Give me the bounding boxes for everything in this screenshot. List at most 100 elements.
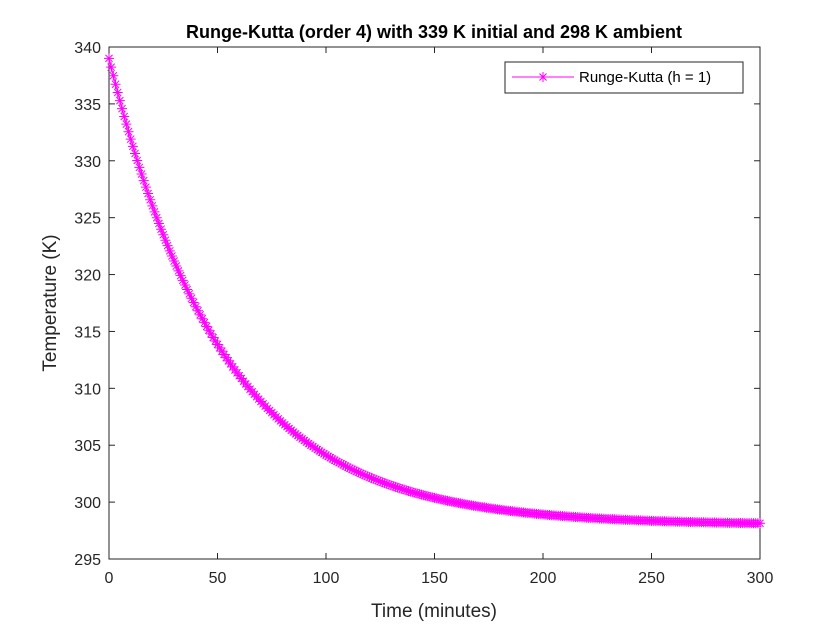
data-point-marker <box>412 488 423 499</box>
data-point-marker <box>169 256 180 267</box>
data-point-marker <box>420 490 431 501</box>
data-point-marker <box>108 70 119 81</box>
data-point-marker <box>347 464 358 475</box>
data-point-marker <box>221 352 232 363</box>
data-point-marker <box>409 487 420 498</box>
data-point-marker <box>227 361 238 372</box>
data-point-marker <box>366 473 377 484</box>
data-point-marker <box>138 175 149 186</box>
data-point-marker <box>401 485 412 496</box>
data-point-marker <box>392 482 403 493</box>
data-point-marker <box>123 126 134 137</box>
data-point-marker <box>405 486 416 497</box>
data-point-marker <box>205 328 216 339</box>
data-point-marker <box>327 453 338 464</box>
data-point-marker <box>121 119 132 130</box>
data-point-marker <box>351 466 362 477</box>
axes-box <box>108 46 761 560</box>
data-point-marker <box>342 462 353 473</box>
data-point-marker <box>368 473 379 484</box>
y-tick-label: 300 <box>74 495 101 512</box>
x-tick-label: 50 <box>209 570 227 587</box>
data-point-marker <box>147 200 158 211</box>
data-point-marker <box>310 443 321 454</box>
data-point-marker <box>134 162 145 173</box>
data-point-marker <box>427 492 438 503</box>
data-point-marker <box>208 332 219 343</box>
data-point-marker <box>162 240 173 251</box>
x-tick-label: 300 <box>747 570 774 587</box>
data-point-marker <box>329 455 340 466</box>
data-point-marker <box>104 53 114 64</box>
data-point-marker <box>110 79 121 90</box>
data-point-marker <box>396 483 407 494</box>
data-point-marker <box>192 305 203 316</box>
data-point-marker <box>214 342 225 353</box>
x-tick-label: 0 <box>105 570 114 587</box>
y-tick-label: 295 <box>74 552 101 569</box>
data-point-marker <box>388 481 399 492</box>
data-point-marker <box>182 284 193 295</box>
data-point-marker <box>197 313 208 324</box>
y-axis-label: Temperature (K) <box>40 234 61 371</box>
data-point-marker <box>321 450 331 461</box>
data-point-marker <box>112 87 123 98</box>
legend: Runge-Kutta (h = 1) <box>504 61 744 94</box>
data-point-marker <box>373 475 384 486</box>
data-point-marker <box>325 452 336 463</box>
data-point-marker <box>223 355 234 366</box>
data-point-marker <box>314 446 325 457</box>
data-point-marker <box>117 103 128 114</box>
data-point-marker <box>383 479 394 490</box>
y-tick-label: 330 <box>74 154 101 171</box>
data-point-marker <box>219 349 230 360</box>
data-point-marker <box>136 169 147 180</box>
data-point-marker <box>375 476 386 487</box>
legend-marker <box>538 72 548 82</box>
data-point-marker <box>127 141 138 152</box>
x-ticks: 0 50 100 150 200 250 300 <box>105 47 774 587</box>
data-point-marker <box>357 469 368 480</box>
data-point-marker <box>318 448 329 459</box>
data-point-marker <box>156 224 167 235</box>
data-point-marker <box>153 218 164 229</box>
data-point-marker <box>145 194 156 205</box>
data-point-marker <box>186 293 197 304</box>
x-axis-label: Time (minutes) <box>371 601 497 622</box>
data-point-marker <box>390 481 401 492</box>
data-point-marker <box>149 206 160 217</box>
data-point-marker <box>336 458 347 469</box>
chart-title: Runge-Kutta (order 4) with 339 K initial… <box>186 22 682 42</box>
data-point-marker <box>203 325 214 336</box>
x-tick-label: 100 <box>313 570 340 587</box>
data-point-marker <box>755 518 765 529</box>
data-point-marker <box>334 457 345 468</box>
data-point-marker <box>151 212 162 223</box>
x-tick-label: 150 <box>421 570 448 587</box>
data-point-marker <box>340 461 351 472</box>
data-point-marker <box>188 297 199 308</box>
data-point-marker <box>175 270 186 281</box>
data-point-marker <box>403 485 414 496</box>
data-point-marker <box>212 339 223 350</box>
y-ticks: 295 300 305 310 315 320 325 330 335 340 <box>74 40 760 569</box>
data-point-marker <box>160 235 171 246</box>
legend-entry-label: Runge-Kutta (h = 1) <box>579 69 711 86</box>
y-tick-label: 305 <box>74 438 101 455</box>
data-point-marker <box>114 95 125 106</box>
data-point-marker <box>418 490 429 501</box>
data-point-marker <box>225 358 236 369</box>
y-tick-label: 320 <box>74 268 101 285</box>
data-point-marker <box>130 148 141 159</box>
data-point-marker <box>229 364 240 375</box>
data-point-marker <box>370 474 381 485</box>
data-point-marker <box>166 250 177 261</box>
data-point-marker <box>429 492 440 503</box>
y-tick-label: 340 <box>74 40 101 57</box>
data-point-marker <box>199 317 210 328</box>
data-point-marker <box>362 471 373 482</box>
data-point-marker <box>125 134 136 145</box>
data-point-marker <box>360 470 371 481</box>
data-point-marker <box>331 456 342 467</box>
